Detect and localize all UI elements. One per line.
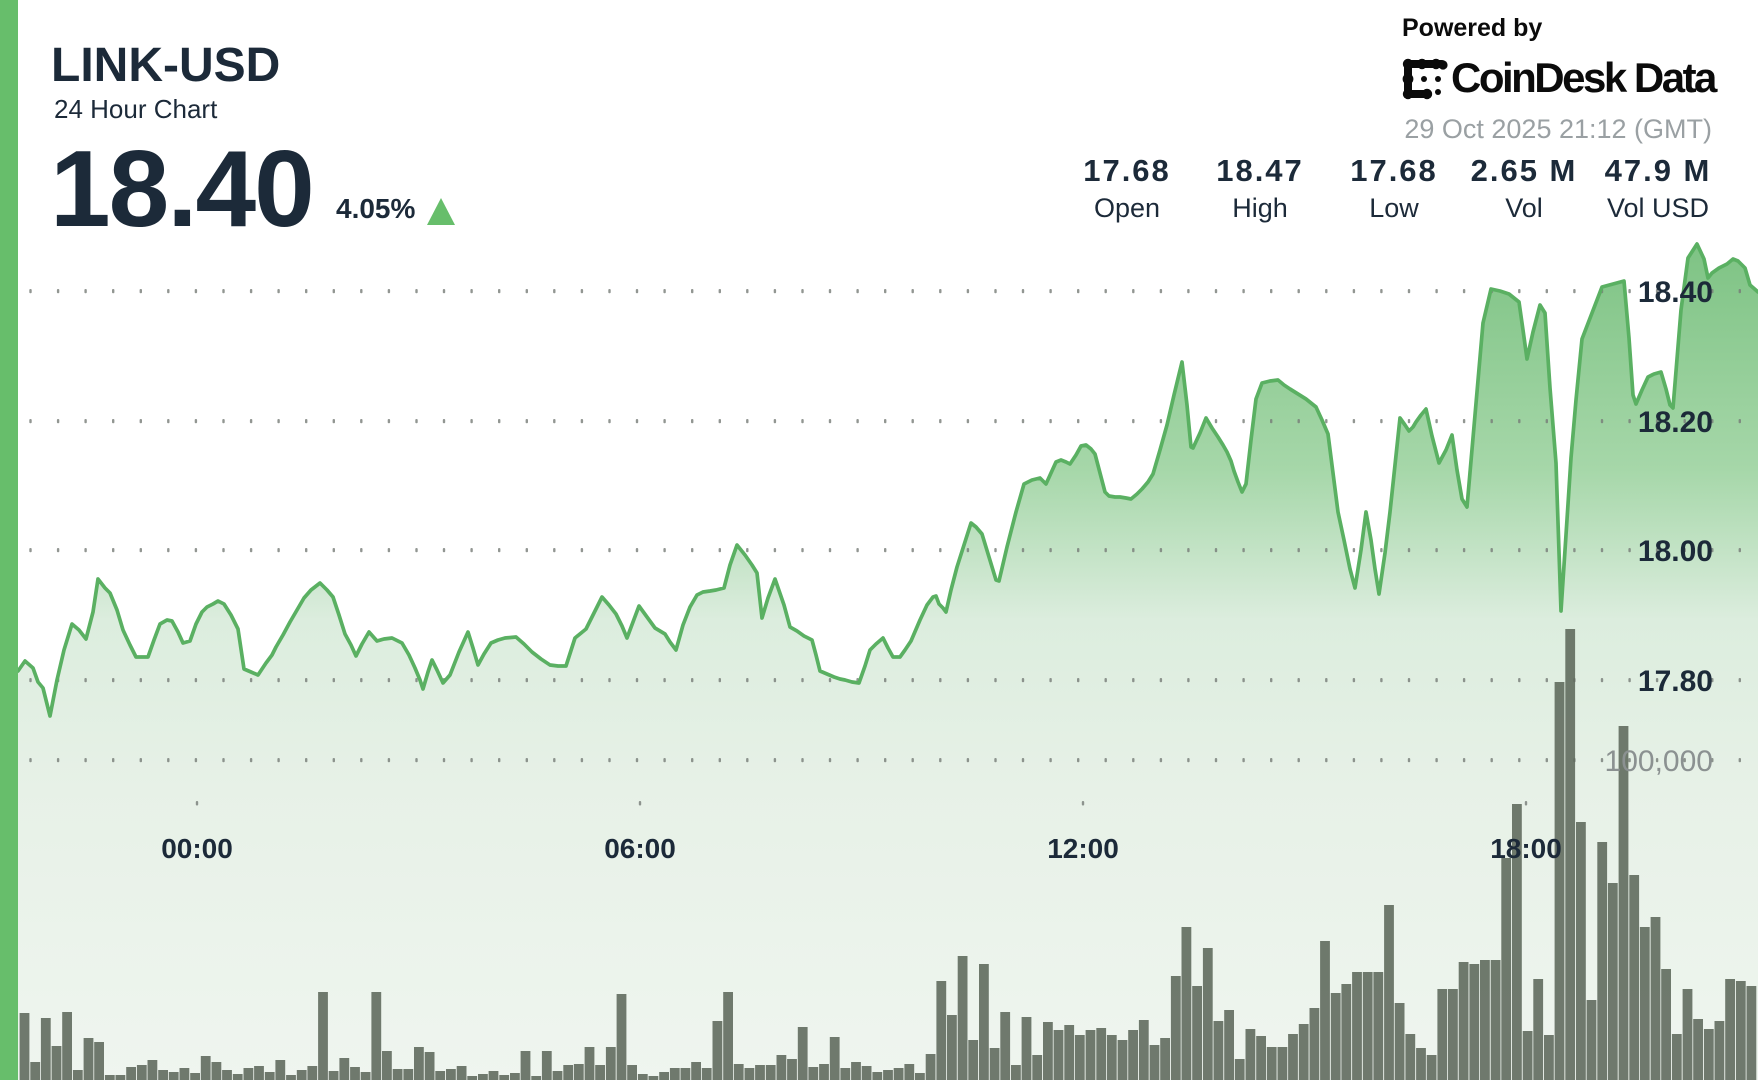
svg-text:18.20: 18.20 [1638,406,1713,439]
svg-text:18.40: 18.40 [1638,276,1713,309]
svg-text:00:00: 00:00 [161,833,233,864]
svg-text:18.00: 18.00 [1638,535,1713,568]
svg-text:17.80: 17.80 [1638,665,1713,698]
svg-text:12:00: 12:00 [1047,833,1119,864]
svg-text:06:00: 06:00 [604,833,676,864]
svg-text:100,000: 100,000 [1605,745,1713,778]
svg-text:18:00: 18:00 [1490,833,1562,864]
